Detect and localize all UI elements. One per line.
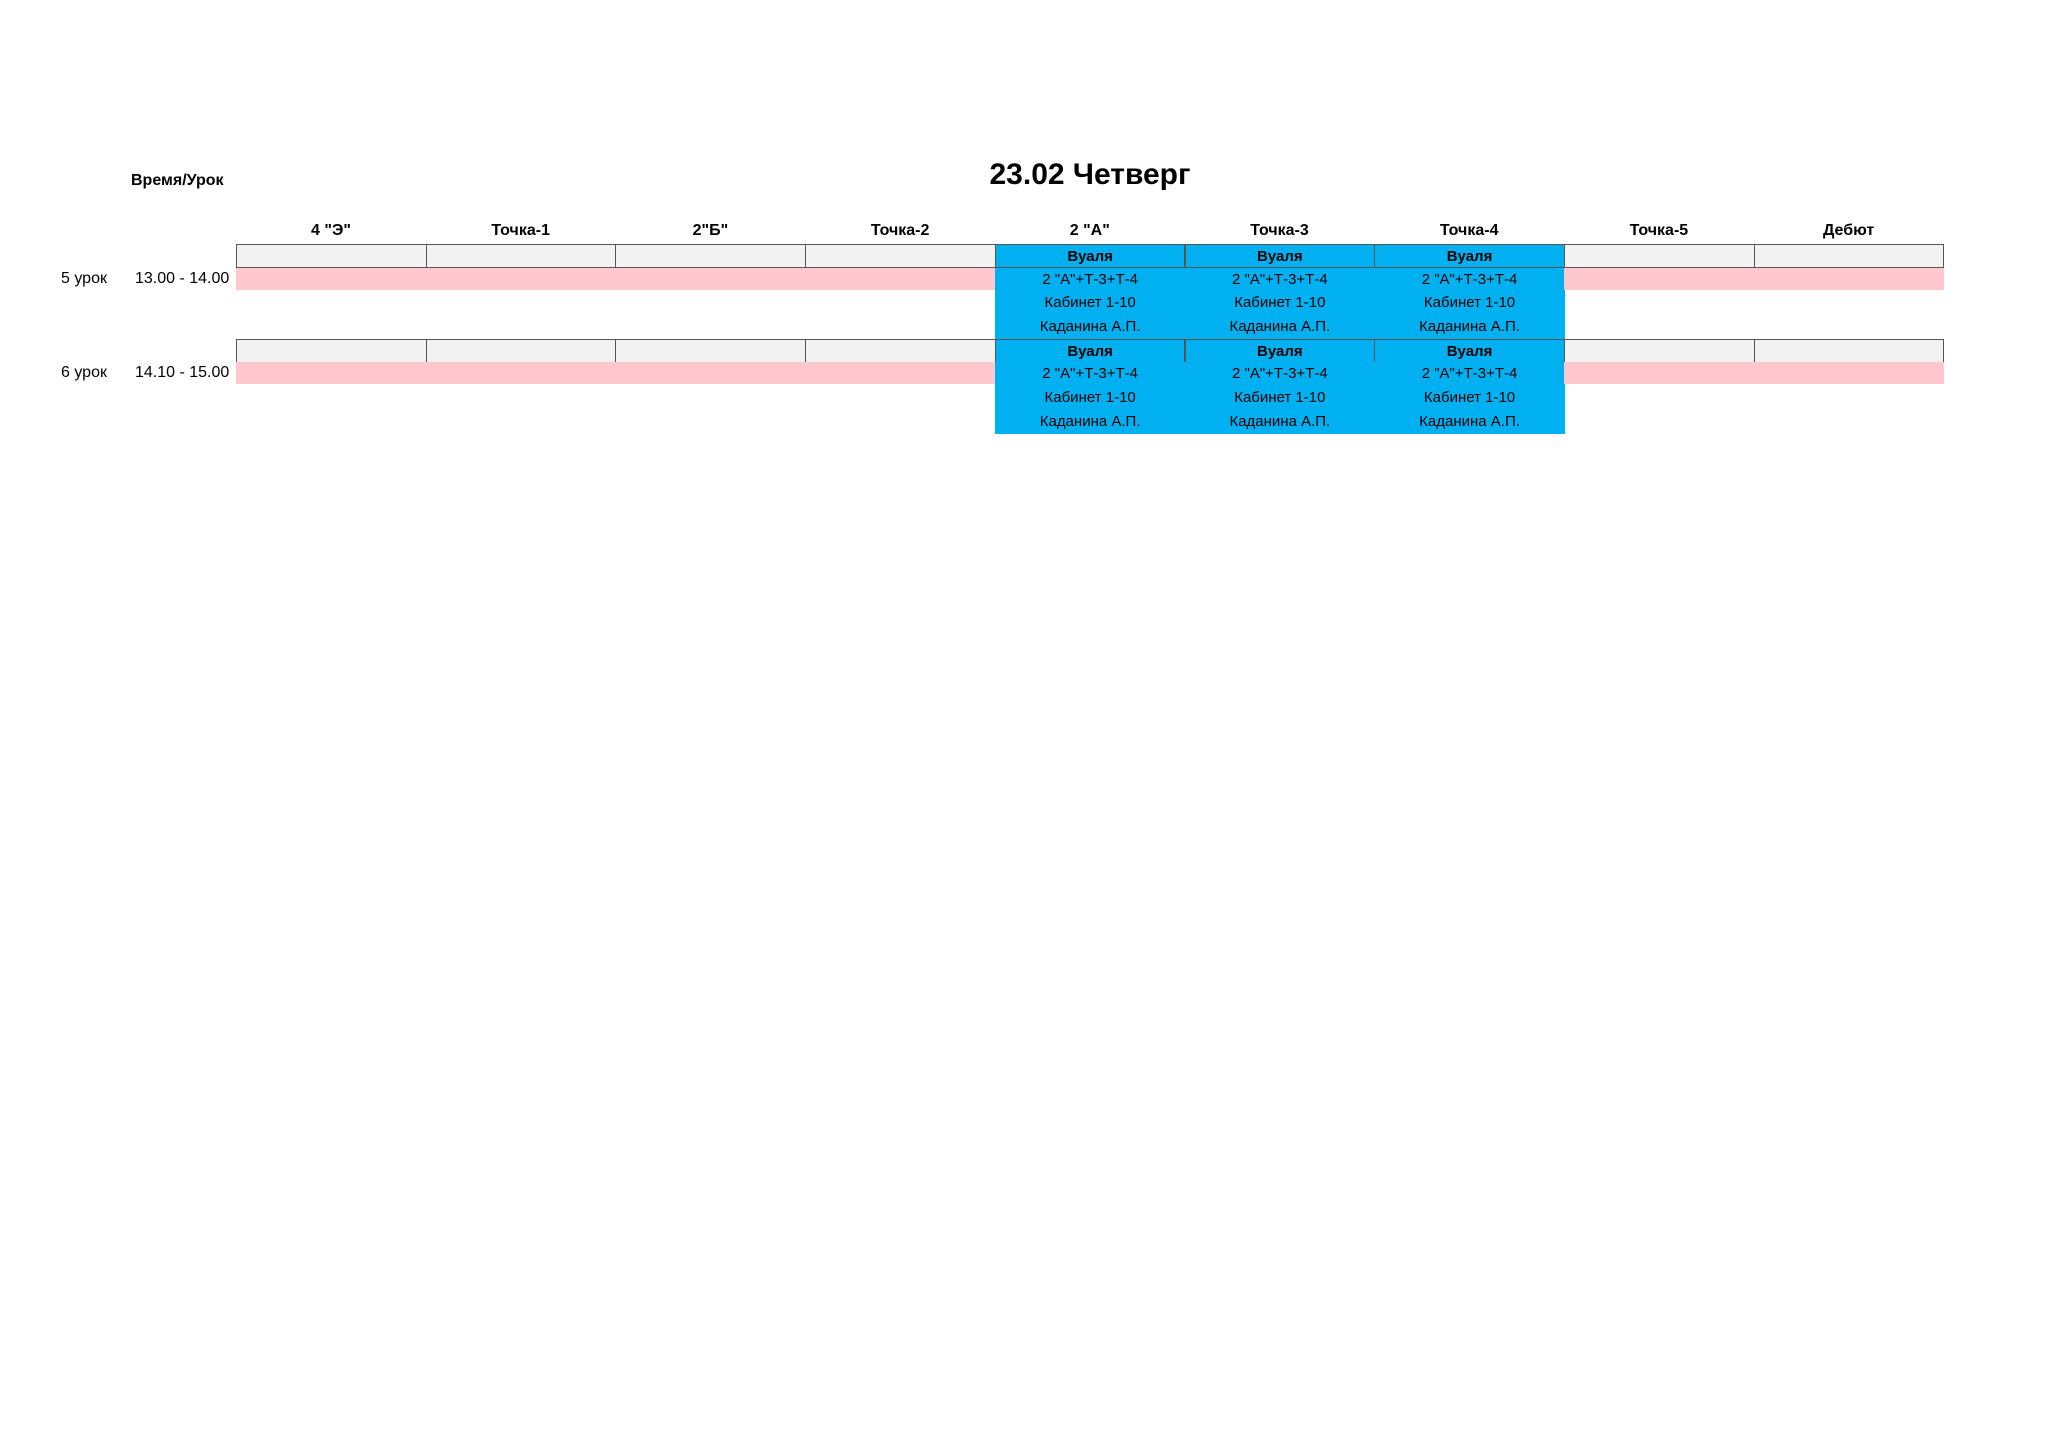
free-slot-row bbox=[1563, 362, 1755, 385]
empty-header-cell[interactable] bbox=[425, 244, 617, 268]
empty-header-cell[interactable] bbox=[1753, 244, 1945, 268]
activity-cell[interactable]: Вуаля bbox=[1184, 244, 1376, 268]
free-slot-row bbox=[236, 362, 427, 385]
lesson-teacher: Каданина А.П. bbox=[1374, 409, 1565, 434]
lesson-teacher: Каданина А.П. bbox=[1184, 409, 1376, 434]
column-header: 2 "А" bbox=[1069, 222, 1110, 239]
lesson-room: Кабинет 1-10 bbox=[1184, 385, 1376, 410]
activity-cell[interactable]: Вуаля bbox=[994, 338, 1186, 363]
empty-header-cell[interactable] bbox=[236, 244, 427, 268]
lesson-teacher: Каданина А.П. bbox=[1374, 315, 1565, 340]
lesson-time: 14.10 - 15.00 bbox=[135, 364, 230, 382]
page-title: 23.02 Четверг bbox=[989, 158, 1191, 191]
empty-header-cell[interactable] bbox=[236, 338, 427, 363]
time-lesson-label: Время/Урок bbox=[131, 172, 224, 189]
free-slot-row bbox=[1563, 267, 1755, 290]
free-slot-row bbox=[236, 267, 427, 290]
column-header: Дебют bbox=[1822, 222, 1875, 239]
lesson-group: 2 "А"+Т-3+Т-4 bbox=[1374, 267, 1565, 292]
free-slot-row bbox=[1753, 362, 1945, 385]
empty-header-cell[interactable] bbox=[805, 338, 996, 363]
lesson-teacher: Каданина А.П. bbox=[994, 409, 1186, 434]
empty-header-cell[interactable] bbox=[1563, 338, 1755, 363]
column-header: Точка-3 bbox=[1250, 222, 1309, 239]
free-slot-row bbox=[1753, 267, 1945, 290]
lesson-room: Кабинет 1-10 bbox=[994, 291, 1186, 316]
free-slot-row bbox=[425, 267, 617, 290]
activity-cell[interactable]: Вуаля bbox=[994, 244, 1186, 268]
empty-header-cell[interactable] bbox=[805, 244, 996, 268]
column-header: Точка-5 bbox=[1629, 222, 1689, 239]
lesson-group: 2 "А"+Т-3+Т-4 bbox=[1374, 362, 1565, 387]
empty-header-cell[interactable] bbox=[615, 244, 807, 268]
free-slot-row bbox=[615, 362, 807, 385]
column-header: Точка-2 bbox=[870, 222, 930, 239]
empty-header-cell[interactable] bbox=[1563, 244, 1755, 268]
lesson-group: 2 "А"+Т-3+Т-4 bbox=[1184, 267, 1376, 292]
activity-cell[interactable]: Вуаля bbox=[1374, 338, 1565, 363]
lesson-teacher: Каданина А.П. bbox=[994, 315, 1186, 340]
empty-header-cell[interactable] bbox=[1753, 338, 1945, 363]
column-header: Точка-1 bbox=[491, 222, 550, 239]
empty-header-cell[interactable] bbox=[425, 338, 617, 363]
lesson-room: Кабинет 1-10 bbox=[994, 385, 1186, 410]
lesson-name: 5 урок bbox=[61, 269, 107, 287]
lesson-group: 2 "А"+Т-3+Т-4 bbox=[994, 362, 1186, 387]
lesson-room: Кабинет 1-10 bbox=[1374, 291, 1565, 316]
free-slot-row bbox=[425, 362, 617, 385]
activity-cell[interactable]: Вуаля bbox=[1374, 244, 1565, 268]
column-header: Точка-4 bbox=[1439, 222, 1499, 239]
free-slot-row bbox=[805, 267, 996, 290]
activity-cell[interactable]: Вуаля bbox=[1184, 338, 1376, 363]
column-header: 2"Б" bbox=[692, 222, 729, 239]
free-slot-row bbox=[615, 267, 807, 290]
free-slot-row bbox=[805, 362, 996, 385]
column-header: 4 "Э" bbox=[311, 222, 351, 239]
lesson-room: Кабинет 1-10 bbox=[1184, 291, 1376, 316]
lesson-time: 13.00 - 14.00 bbox=[135, 269, 230, 287]
lesson-group: 2 "А"+Т-3+Т-4 bbox=[994, 267, 1186, 292]
lesson-group: 2 "А"+Т-3+Т-4 bbox=[1184, 362, 1376, 387]
lesson-name: 6 урок bbox=[61, 364, 107, 382]
empty-header-cell[interactable] bbox=[615, 338, 807, 363]
lesson-room: Кабинет 1-10 bbox=[1374, 385, 1565, 410]
lesson-teacher: Каданина А.П. bbox=[1184, 315, 1376, 340]
